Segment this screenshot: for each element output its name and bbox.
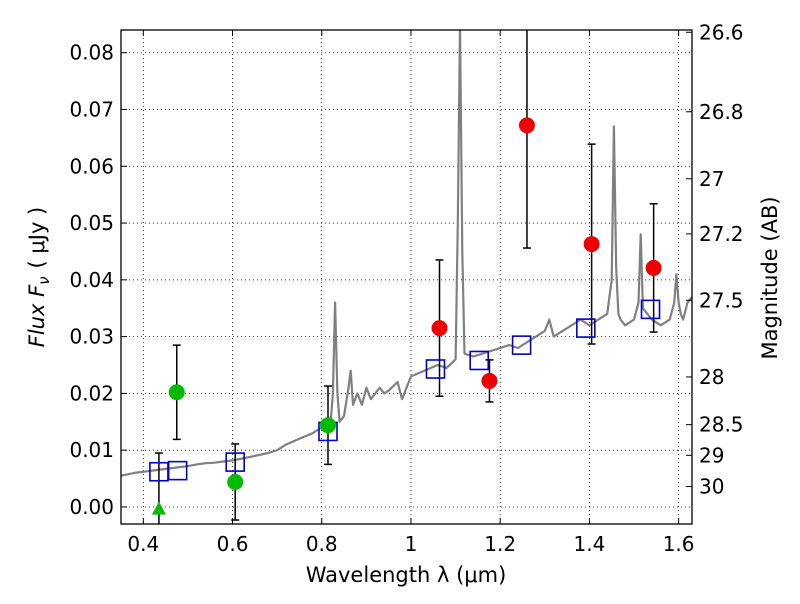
photometry-point [583,236,600,253]
upper-limit-triangle [151,501,166,515]
tick-layer: 0.4 0.6 0.8 1 1.2 1.4 1.6 0.00 0.01 0.02 0.03 0.04 0… [69,20,743,556]
model-photometry-square [425,359,446,379]
photometry-point [645,259,662,276]
spectrum-layer [121,30,692,477]
y-tick-label: 0.02 [69,381,114,405]
x-tick-label: 1.2 [484,532,516,556]
photometry-point [481,372,498,389]
y-label-sub: ν [35,276,53,284]
y-label-unit: ( μJy ) [25,207,49,269]
magnitude-tick-label: 30 [699,475,724,499]
photometry-point [227,473,244,490]
model-photometry-square [576,318,596,338]
x-tick-label: 1.6 [663,532,695,556]
model-photometry-square [511,335,532,355]
model-photometry-square [225,452,245,472]
x-axis-label: Wavelength λ (μm) [306,563,507,587]
y-tick-label: 0.08 [69,41,114,65]
magnitude-tick-label: 28 [699,365,724,389]
y-tick-label: 0.00 [69,495,114,519]
x-tick-label: 0.8 [306,532,338,556]
magnitude-tick-label: 27.5 [699,288,744,312]
magnitude-tick-label: 29 [699,443,724,467]
x-tick-label: 0.4 [127,532,159,556]
photometry-point [319,417,336,434]
magnitude-tick-label: 26.6 [699,20,744,44]
photometry-point [431,320,448,337]
magnitude-tick-label: 27.2 [699,222,744,246]
photometry-point [168,384,185,401]
y-label-flux: Flux F [25,284,49,347]
svg-text:Flux Fν( μJy ): Flux Fν ( μJy ) [25,207,53,348]
marker-layer [149,117,662,515]
model-photometry-square [167,460,188,481]
model-photometry-square [640,299,661,320]
photometry-point [518,117,535,134]
magnitude-tick-label: 26.8 [699,100,744,124]
x-tick-label: 1 [405,532,418,556]
y-axis-left-label: Flux Fν ( μJy ) [25,207,53,348]
x-tick-label: 1.4 [573,532,605,556]
magnitude-tick-label: 27 [699,167,724,191]
y-tick-label: 0.07 [69,97,114,121]
magnitude-tick-label: 28.5 [699,413,744,437]
y-tick-label: 0.06 [69,154,114,178]
y-tick-label: 0.03 [69,325,114,349]
y-tick-label: 0.04 [69,268,114,292]
y-tick-label: 0.01 [69,438,114,462]
x-tick-label: 0.6 [217,532,249,556]
model-photometry-square [469,350,490,371]
spectrum-line [121,30,692,477]
y-axis-right-label: Magnitude (AB) [758,196,782,359]
plot-frame [120,29,693,525]
y-tick-label: 0.05 [69,211,114,235]
grid [121,30,692,524]
